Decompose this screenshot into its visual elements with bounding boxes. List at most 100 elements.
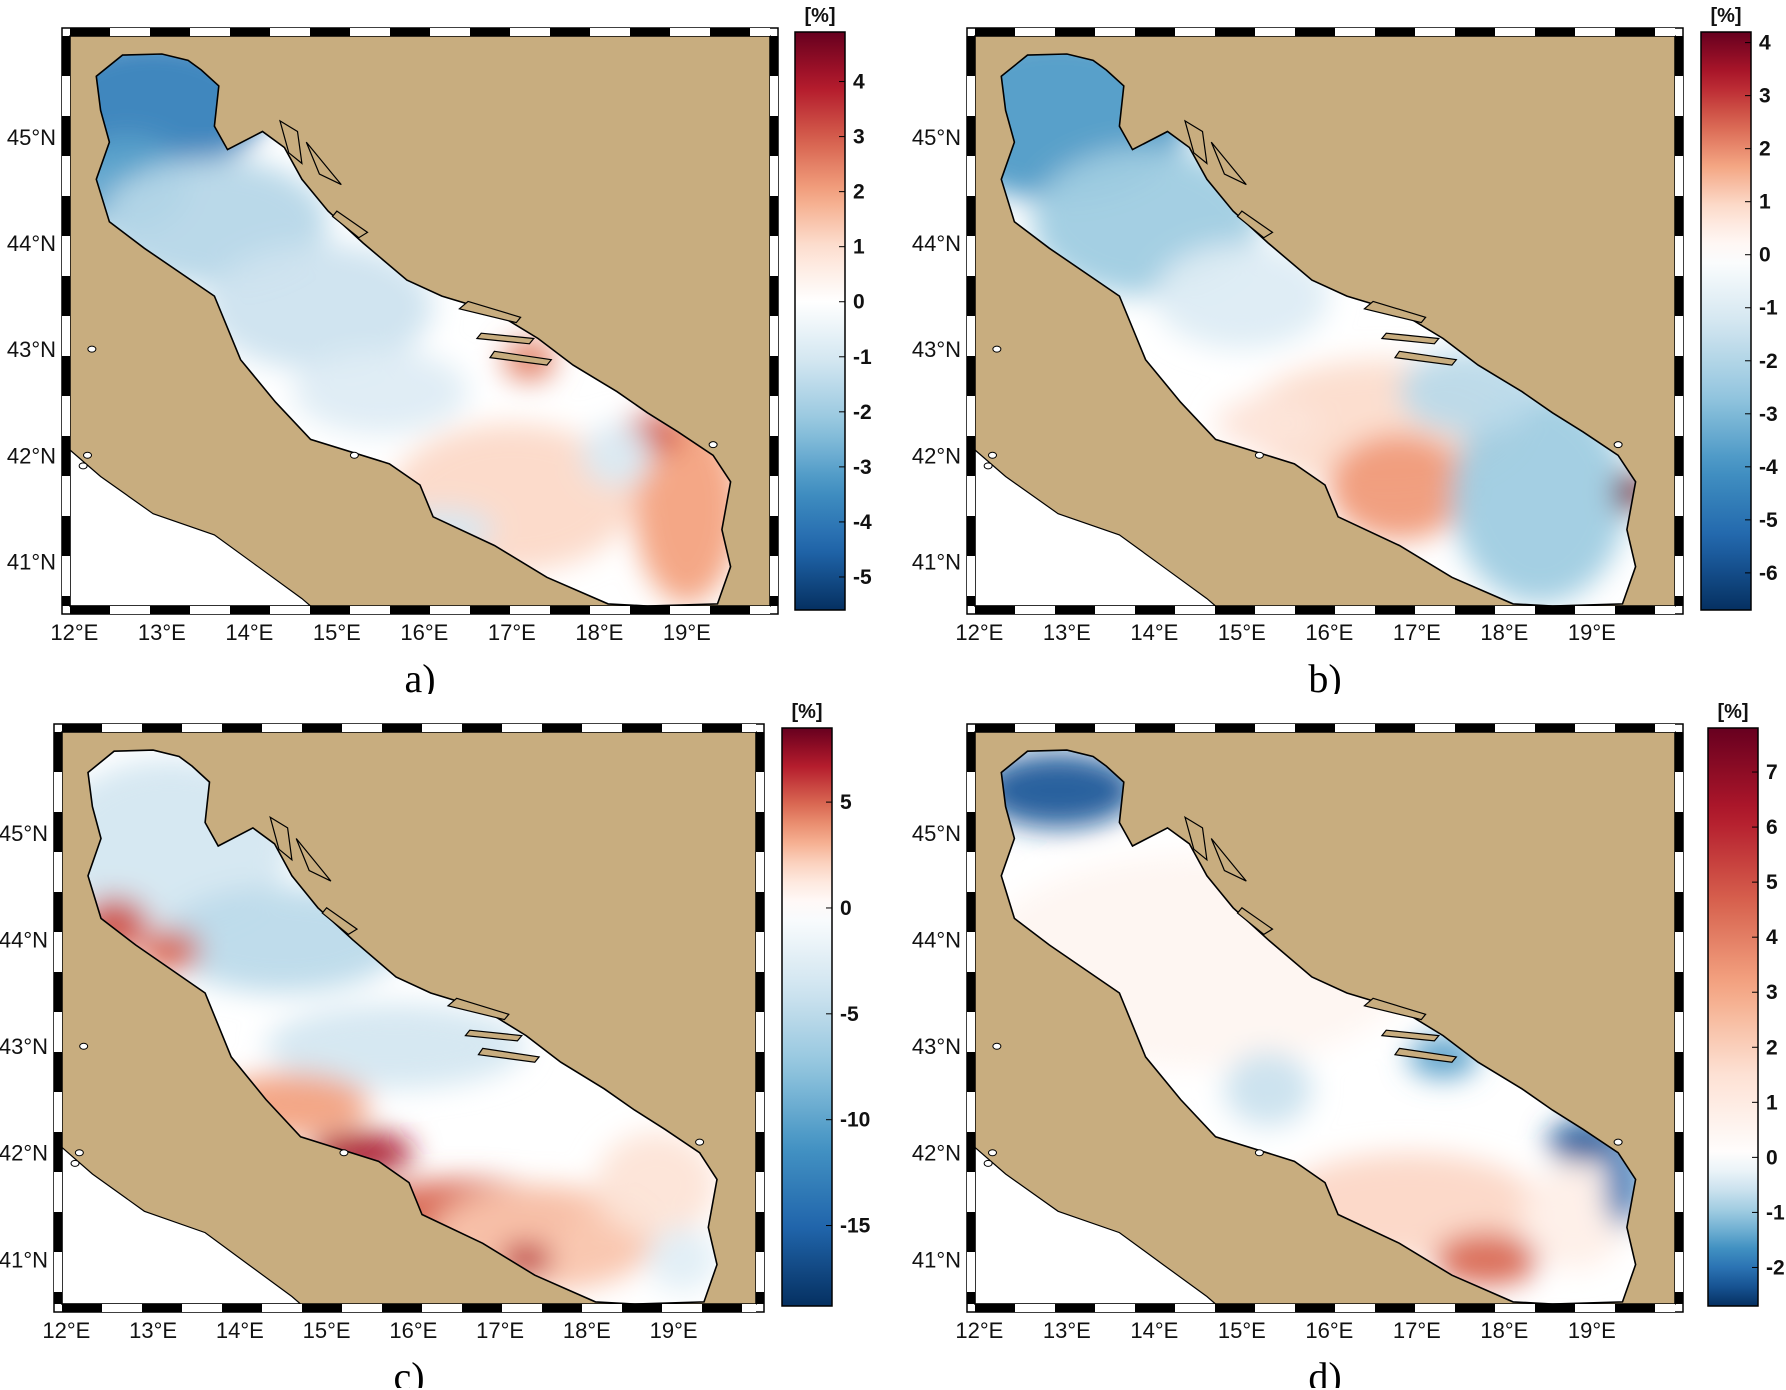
map-svg-d: 12°E 13°E 14°E 15°E 16°E 17°E 18°E 19°E 45°N 44°N… xyxy=(912,701,1785,1388)
lat-tick-label: 44°N xyxy=(0,928,48,953)
coastline xyxy=(95,53,732,607)
anomaly-field-2 xyxy=(1224,1051,1312,1127)
colorbar-tick-label: -5 xyxy=(840,1003,859,1026)
island-3 xyxy=(458,300,522,324)
lat-tick-label: 42°N xyxy=(0,1141,48,1166)
lake-0 xyxy=(992,1042,1002,1050)
anomaly-field-2 xyxy=(265,1003,527,1089)
map-svg-c: 12°E 13°E 14°E 15°E 16°E 17°E 18°E 19°E 45°N 44°N… xyxy=(0,701,871,1388)
anomaly-field-3 xyxy=(205,242,434,371)
island-1 xyxy=(295,838,332,882)
lon-tick-label: 15°E xyxy=(1218,620,1266,645)
coastline xyxy=(1000,53,1637,607)
lon-tick-label: 18°E xyxy=(575,620,623,645)
lon-tick-label: 12°E xyxy=(50,620,98,645)
colorbar-tick-label: 0 xyxy=(840,897,852,920)
colorbar-tick-label: -2 xyxy=(1759,350,1778,373)
colorbar-unit: [%] xyxy=(791,701,822,723)
lon-tick-label: 16°E xyxy=(400,620,448,645)
island-4 xyxy=(1380,1029,1440,1042)
lake-1 xyxy=(83,451,92,459)
lon-tick-label: 19°E xyxy=(663,620,711,645)
lon-tick-label: 18°E xyxy=(1480,620,1528,645)
lat-tick-label: 45°N xyxy=(0,821,48,846)
lat-tick-label: 44°N xyxy=(7,231,56,256)
lake-2 xyxy=(983,1159,993,1167)
colorbar-tick-label: -4 xyxy=(853,511,872,534)
panel-caption: b) xyxy=(1308,656,1341,694)
lon-tick-label: 16°E xyxy=(389,1318,437,1343)
island-1 xyxy=(1210,838,1247,882)
map-frame xyxy=(966,27,1684,615)
coastline xyxy=(1000,749,1637,1305)
island-0 xyxy=(1184,815,1208,862)
colorbar-tick-label: 1 xyxy=(853,236,865,259)
lat-tick-label: 43°N xyxy=(7,337,56,362)
anomaly-field-4 xyxy=(293,349,469,435)
map-panel-a: 12°E 13°E 14°E 15°E 16°E 17°E 18°E 19°E 45°N 44°N… xyxy=(0,0,893,694)
colorbar-tick-label: 3 xyxy=(1766,981,1778,1004)
colorbar xyxy=(794,31,846,611)
lon-tick-label: 17°E xyxy=(488,620,536,645)
lon-tick-label: 16°E xyxy=(1305,620,1353,645)
lon-tick-label: 15°E xyxy=(313,620,361,645)
map-frame xyxy=(61,27,779,615)
coastline xyxy=(87,749,718,1305)
island-2 xyxy=(321,906,359,936)
lake-4 xyxy=(1613,1138,1623,1146)
lon-tick-label: 12°E xyxy=(955,1318,1003,1343)
island-5 xyxy=(1393,1047,1458,1063)
lake-4 xyxy=(708,441,718,449)
panel-caption: c) xyxy=(393,1354,424,1388)
colorbar-unit: [%] xyxy=(804,5,835,27)
lat-tick-label: 45°N xyxy=(912,125,961,150)
colorbar-tick-label: -3 xyxy=(853,456,872,479)
colorbar-tick-label: 5 xyxy=(840,791,852,814)
colorbar-tick-label: 2 xyxy=(853,181,865,204)
island-0 xyxy=(1184,119,1208,165)
island-4 xyxy=(475,332,535,345)
lon-tick-label: 13°E xyxy=(1043,1318,1091,1343)
lon-tick-label: 13°E xyxy=(1043,620,1091,645)
island-3 xyxy=(446,997,510,1021)
island-1 xyxy=(305,141,342,186)
lake-0 xyxy=(992,345,1002,353)
island-3 xyxy=(1363,300,1427,324)
anomaly-field-4 xyxy=(1434,1232,1540,1286)
island-4 xyxy=(1380,332,1440,345)
colorbar xyxy=(781,727,833,1307)
lat-tick-label: 43°N xyxy=(0,1034,48,1059)
colorbar-tick-label: 4 xyxy=(1766,926,1778,949)
map-panel-c: 12°E 13°E 14°E 15°E 16°E 17°E 18°E 19°E 45°N 44°N… xyxy=(0,694,893,1388)
lat-tick-label: 41°N xyxy=(912,1247,961,1272)
colorbar-tick-label: 2 xyxy=(1759,138,1771,161)
island-1 xyxy=(1210,141,1247,186)
anomaly-field-6 xyxy=(634,412,731,604)
map-svg-a: 12°E 13°E 14°E 15°E 16°E 17°E 18°E 19°E 45°N 44°N… xyxy=(7,5,872,694)
colorbar-tick-label: 4 xyxy=(1759,32,1771,55)
map-panel-b: 12°E 13°E 14°E 15°E 16°E 17°E 18°E 19°E 45°N 44°N… xyxy=(893,0,1786,694)
lon-tick-label: 15°E xyxy=(1218,1318,1266,1343)
colorbar-tick-label: -5 xyxy=(853,566,872,589)
colorbar-tick-label: 5 xyxy=(1766,871,1778,894)
lake-2 xyxy=(78,462,88,470)
lat-tick-label: 42°N xyxy=(912,1141,961,1166)
colorbar-tick-label: 1 xyxy=(1766,1091,1778,1114)
lake-3 xyxy=(1254,451,1264,459)
lon-tick-label: 18°E xyxy=(1480,1318,1528,1343)
lat-tick-label: 43°N xyxy=(912,337,961,362)
island-5 xyxy=(1393,350,1458,366)
colorbar-tick-label: 4 xyxy=(853,71,865,94)
anomaly-field-4 xyxy=(1329,434,1470,541)
lake-1 xyxy=(988,451,997,459)
anomaly-field-5 xyxy=(1451,391,1627,604)
island-0 xyxy=(269,815,293,862)
colorbar-unit: [%] xyxy=(1710,5,1741,27)
lat-tick-label: 44°N xyxy=(912,928,961,953)
lake-3 xyxy=(349,451,359,459)
lon-tick-label: 14°E xyxy=(1130,620,1178,645)
anomaly-field-11 xyxy=(647,1227,717,1292)
colorbar-tick-label: 3 xyxy=(1759,85,1771,108)
lon-tick-label: 12°E xyxy=(42,1318,90,1343)
anomaly-field-2 xyxy=(1154,242,1330,350)
